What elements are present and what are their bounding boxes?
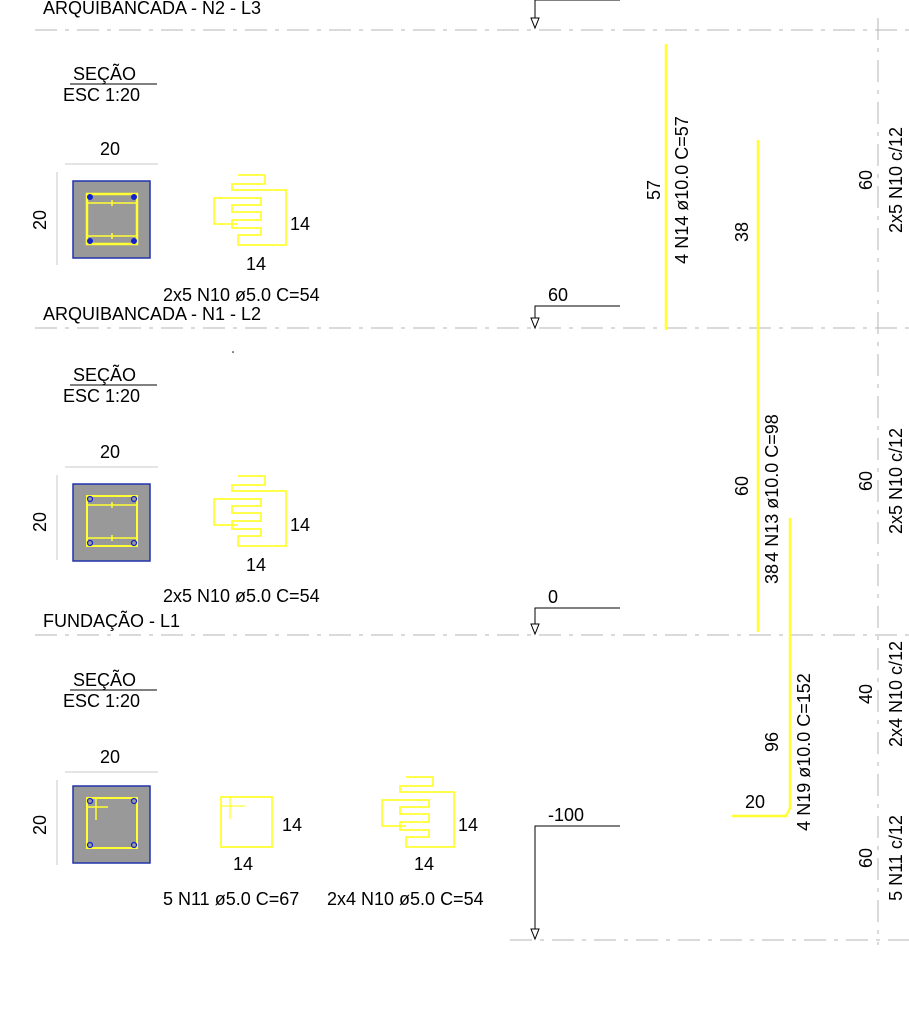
rebar-dot <box>130 841 138 849</box>
longitudinal-bar-n14: 57 4 N14 ø10.0 C=57 <box>644 44 692 330</box>
section-height: 20 <box>30 512 50 532</box>
stirrup-dim-w: 14 <box>246 254 266 274</box>
elevation-value-l1: 0 <box>548 587 558 607</box>
elevation-marker-l1: 0 <box>530 587 620 636</box>
bar-label: 4 N13 ø10.0 C=98 <box>762 414 782 562</box>
rebar-dot <box>131 238 137 244</box>
stirrup-shape <box>213 174 287 246</box>
dist-label: 5 N11 c/12 <box>886 815 906 901</box>
rebar-dot <box>87 238 93 244</box>
bar-length: 96 <box>762 732 782 752</box>
rebar-dot <box>86 841 94 849</box>
stirrup-dim-w: 14 <box>414 854 434 874</box>
section-3: SEÇÃO ESC 1:20 20 20 14 14 14 14 5 N11 ø… <box>30 669 484 909</box>
bar-hook: 20 <box>745 792 765 812</box>
level-label-l1: FUNDAÇÃO - L1 <box>43 610 180 631</box>
section-scale: ESC 1:20 <box>63 386 140 406</box>
rebar-dot <box>86 797 94 805</box>
bar-length: 57 <box>644 180 664 200</box>
stirrup-dim-w: 14 <box>233 854 253 874</box>
stirrup-shape <box>213 475 287 547</box>
stirrup-dim-h: 14 <box>458 815 478 835</box>
section-width: 20 <box>100 139 120 159</box>
elevation-value-base: -100 <box>548 805 584 825</box>
elevation-marker-l2: 60 <box>530 285 620 330</box>
level-label-l2: ARQUIBANCADA - N1 - L2 <box>43 304 261 324</box>
stirrup-dim-h: 14 <box>290 214 310 234</box>
elevation-marker-base: -100 <box>530 805 620 941</box>
section-1: SEÇÃO ESC 1:20 20 20 14 14 2x5 N10 ø5.0 … <box>30 63 320 305</box>
rebar-dot <box>131 194 137 200</box>
bar-label: 4 N19 ø10.0 C=152 <box>794 673 814 831</box>
rebar-dot <box>130 539 138 547</box>
stirrup-dim-h: 14 <box>290 515 310 535</box>
section-title: SEÇÃO <box>73 669 136 690</box>
longitudinal-bar-n13: 38 60 4 N13 ø10.0 C=98 38 <box>732 140 782 632</box>
section-2: SEÇÃO ESC 1:20 20 20 14 14 2x5 N10 ø5.0 … <box>30 351 320 606</box>
dist-length: 60 <box>856 471 876 491</box>
dist-label: 2x5 N10 c/12 <box>886 127 906 233</box>
section-height: 20 <box>30 815 50 835</box>
dist-length: 60 <box>856 848 876 868</box>
stirrup-label: 2x5 N10 ø5.0 C=54 <box>163 285 320 305</box>
rebar-dot <box>130 495 138 503</box>
rebar-line <box>732 518 792 818</box>
section-title: SEÇÃO <box>73 63 136 84</box>
section-width: 20 <box>100 442 120 462</box>
rebar-dot <box>86 539 94 547</box>
section-scale: ESC 1:20 <box>63 691 140 711</box>
section-title: SEÇÃO <box>73 364 136 385</box>
rebar-dot <box>86 495 94 503</box>
longitudinal-bar-n19: 96 4 N19 ø10.0 C=152 20 <box>732 518 814 831</box>
dist-label: 2x4 N10 c/12 <box>886 641 906 747</box>
bar-length-mid: 60 <box>732 476 752 496</box>
stirrup-dim-h: 14 <box>282 815 302 835</box>
dist-length: 40 <box>856 684 876 704</box>
stirrup-outline <box>85 192 139 246</box>
bar-length-bottom: 38 <box>762 564 782 584</box>
bar-label: 4 N14 ø10.0 C=57 <box>672 116 692 264</box>
level-label-l3: ARQUIBANCADA - N2 - L3 <box>43 0 261 18</box>
stirrup-shape <box>381 776 455 848</box>
stirrup-label: 2x5 N10 ø5.0 C=54 <box>163 586 320 606</box>
section-scale: ESC 1:20 <box>63 85 140 105</box>
stirrup-label: 5 N11 ø5.0 C=67 <box>163 889 299 909</box>
stirrup-label: 2x4 N10 ø5.0 C=54 <box>327 889 484 909</box>
level-lines <box>35 18 909 945</box>
dist-label: 2x5 N10 c/12 <box>886 428 906 534</box>
elevation-marker-l3 <box>530 0 620 30</box>
rebar-dot <box>87 194 93 200</box>
elevation-value-l2: 60 <box>548 285 568 305</box>
dist-length: 60 <box>856 170 876 190</box>
section-width: 20 <box>100 747 120 767</box>
stirrup-outline <box>86 495 138 547</box>
stirrup-dim-w: 14 <box>246 555 266 575</box>
section-height: 20 <box>30 210 50 230</box>
bar-length-top: 38 <box>732 222 752 242</box>
column-section <box>72 180 151 259</box>
stirrup-shape-closed <box>220 796 273 848</box>
rebar-dot <box>130 797 138 805</box>
stirrup-outline <box>86 797 138 849</box>
stirrup-distribution: 60 2x5 N10 c/12 60 2x5 N10 c/12 40 2x4 N… <box>856 127 906 901</box>
